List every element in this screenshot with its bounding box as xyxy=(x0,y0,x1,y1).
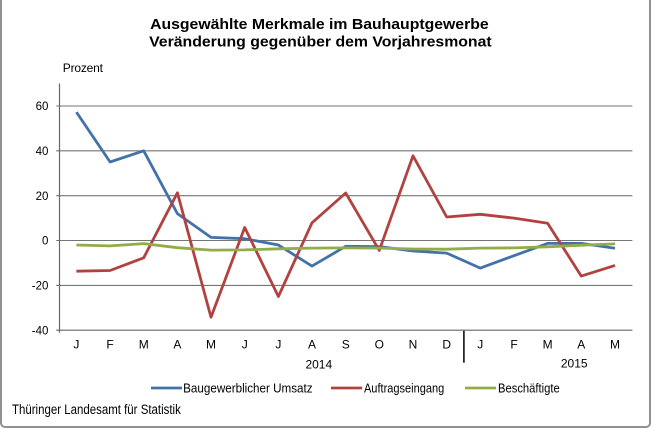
svg-text:60: 60 xyxy=(36,101,49,113)
svg-text:20: 20 xyxy=(36,191,49,203)
svg-text:J: J xyxy=(477,338,483,352)
svg-text:J: J xyxy=(242,338,248,352)
svg-text:F: F xyxy=(106,338,113,352)
svg-text:A: A xyxy=(577,338,585,352)
svg-text:M: M xyxy=(610,338,620,352)
svg-text:2015: 2015 xyxy=(561,357,588,371)
svg-text:M: M xyxy=(206,338,216,352)
svg-text:Prozent: Prozent xyxy=(63,61,104,75)
svg-text:Veränderung gegenüber dem Vorj: Veränderung gegenüber dem Vorjahresmonat xyxy=(149,34,492,51)
svg-text:40: 40 xyxy=(36,146,49,158)
svg-text:Baugewerblicher Umsatz: Baugewerblicher Umsatz xyxy=(183,381,312,396)
svg-text:S: S xyxy=(342,338,350,352)
svg-text:J: J xyxy=(73,338,79,352)
svg-text:Auftragseingang: Auftragseingang xyxy=(364,381,444,396)
svg-text:N: N xyxy=(409,338,418,352)
svg-text:A: A xyxy=(173,338,181,352)
svg-text:0: 0 xyxy=(42,236,48,248)
svg-text:2014: 2014 xyxy=(305,357,332,371)
svg-text:M: M xyxy=(139,338,149,352)
svg-text:J: J xyxy=(275,338,281,352)
svg-text:Thüringer Landesamt für Statis: Thüringer Landesamt für Statistik xyxy=(12,402,182,417)
svg-text:-20: -20 xyxy=(32,281,49,293)
svg-text:F: F xyxy=(510,338,517,352)
svg-text:D: D xyxy=(442,338,451,352)
svg-text:Beschäftigte: Beschäftigte xyxy=(498,381,560,396)
svg-text:Ausgewählte Merkmale im Bauhau: Ausgewählte Merkmale im Bauhauptgewerbe xyxy=(150,17,489,34)
svg-text:-40: -40 xyxy=(32,325,49,337)
svg-text:O: O xyxy=(375,338,384,352)
svg-text:M: M xyxy=(543,338,553,352)
svg-text:A: A xyxy=(308,338,316,352)
